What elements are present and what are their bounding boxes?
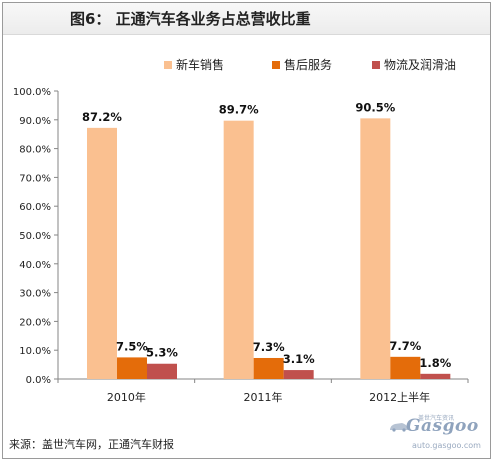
bar-1 <box>87 127 117 379</box>
data-label: 90.5% <box>355 100 395 114</box>
chart-frame <box>2 2 491 459</box>
legend-label: 售后服务 <box>284 57 332 72</box>
data-label: 7.7% <box>389 339 421 353</box>
y-tick-label: 60.0% <box>19 202 51 213</box>
y-tick-label: 10.0% <box>19 346 51 357</box>
data-label: 89.7% <box>219 103 259 117</box>
bar-3 <box>283 370 314 379</box>
bar-1 <box>360 118 391 380</box>
data-label: 7.3% <box>253 340 285 354</box>
car-logo-icon <box>390 423 408 432</box>
y-tick-label: 90.0% <box>19 116 51 127</box>
bar-1 <box>223 120 254 379</box>
legend-label: 新车销售 <box>176 57 224 72</box>
data-label: 7.5% <box>116 339 148 353</box>
y-tick-label: 100.0% <box>13 87 51 98</box>
x-tick-label: 2011年 <box>244 390 283 404</box>
bar-3 <box>420 373 451 379</box>
chart-title: 图6： 正通汽车各业务占总营收比重 <box>70 10 311 28</box>
legend-swatch <box>164 61 172 69</box>
y-tick-label: 40.0% <box>19 260 51 271</box>
legend-label: 物流及润滑油 <box>384 58 456 72</box>
data-label: 1.8% <box>419 356 451 370</box>
bar-2 <box>253 357 284 379</box>
y-tick-label: 80.0% <box>19 145 51 156</box>
data-label: 87.2% <box>82 110 122 124</box>
bar-3 <box>147 363 177 379</box>
watermark-url: auto.gasgoo.com <box>412 441 481 450</box>
watermark-logo-text: Gasgoo <box>406 416 479 436</box>
title-band <box>3 3 490 35</box>
watermark-cn-text: 盖世汽车资讯 <box>418 415 455 422</box>
y-tick-label: 30.0% <box>19 289 51 300</box>
legend-swatch <box>272 61 280 69</box>
data-label: 3.1% <box>283 352 315 366</box>
bar-2 <box>390 356 421 379</box>
source-note: 来源：盖世汽车网，正通汽车财报 <box>9 438 174 451</box>
y-tick-label: 50.0% <box>19 231 51 242</box>
legend-swatch <box>372 61 380 69</box>
x-tick-label: 2010年 <box>107 390 146 404</box>
bar-2 <box>117 357 147 379</box>
y-tick-label: 20.0% <box>19 317 51 328</box>
y-tick-label: 70.0% <box>19 173 51 184</box>
y-tick-label: 0.0% <box>26 375 51 386</box>
x-tick-label: 2012上半年 <box>369 390 430 404</box>
data-label: 5.3% <box>146 346 178 360</box>
gasgoo-watermark: 盖世汽车资讯 Gasgoo auto.gasgoo.com <box>388 412 488 458</box>
